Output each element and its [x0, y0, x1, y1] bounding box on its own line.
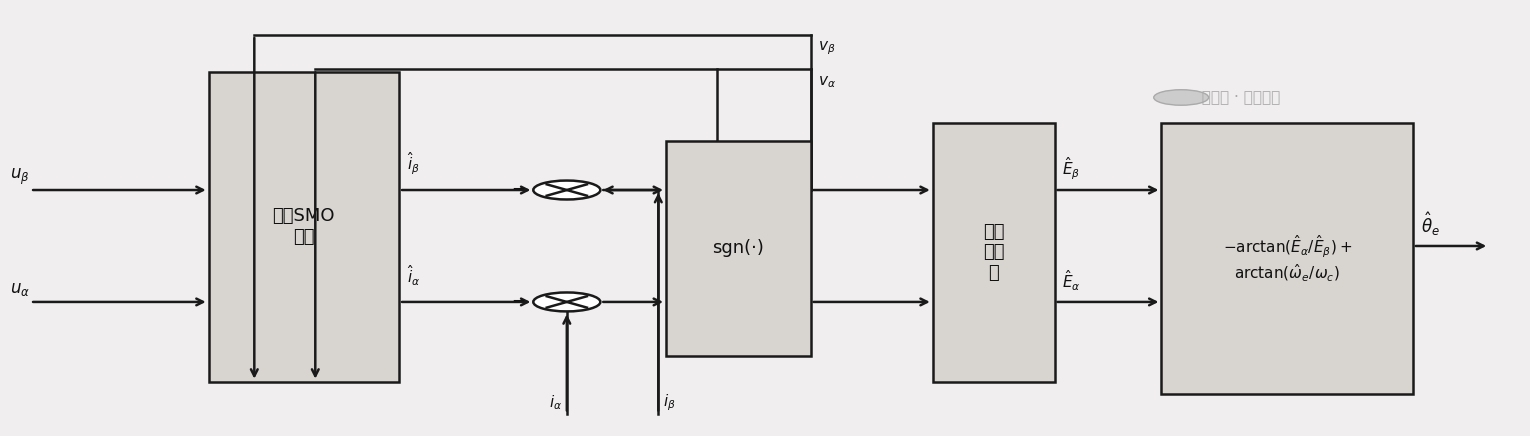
Text: sgn(·): sgn(·): [713, 239, 765, 257]
Circle shape: [534, 293, 600, 311]
Text: $\hat{E}_{\alpha}$: $\hat{E}_{\alpha}$: [1062, 268, 1080, 293]
Text: 公众号 · 西莫发布: 公众号 · 西莫发布: [1192, 90, 1281, 105]
Text: 低通
滤波
器: 低通 滤波 器: [982, 223, 1004, 282]
Text: $-\mathrm{arctan}(\hat{E}_{\alpha}/\hat{E}_{\beta})+$
$\mathrm{arctan}(\hat{\ome: $-\mathrm{arctan}(\hat{E}_{\alpha}/\hat{…: [1222, 233, 1351, 284]
Text: $\hat{i}_{\alpha}$: $\hat{i}_{\alpha}$: [407, 264, 421, 289]
Text: $-$: $-$: [511, 179, 525, 197]
Text: $i_{\beta}$: $i_{\beta}$: [662, 393, 676, 413]
Bar: [1161, 123, 1412, 395]
Text: $\hat{i}_{\beta}$: $\hat{i}_{\beta}$: [407, 151, 419, 177]
Bar: [666, 140, 811, 356]
Bar: [208, 72, 399, 382]
Text: $v_{\alpha}$: $v_{\alpha}$: [819, 75, 837, 90]
Text: $u_{\beta}$: $u_{\beta}$: [11, 167, 31, 187]
Bar: [933, 123, 1054, 382]
Text: $v_{\beta}$: $v_{\beta}$: [819, 39, 835, 57]
Text: $\hat{E}_{\beta}$: $\hat{E}_{\beta}$: [1062, 155, 1080, 182]
Text: $-$: $-$: [511, 291, 525, 309]
Text: $u_{\alpha}$: $u_{\alpha}$: [11, 280, 31, 298]
Circle shape: [1154, 90, 1209, 105]
Circle shape: [534, 181, 600, 200]
Text: $i_{\alpha}$: $i_{\alpha}$: [549, 394, 562, 412]
Text: $\hat{\theta}_e$: $\hat{\theta}_e$: [1420, 211, 1440, 238]
Text: 传统SMO
方法: 传统SMO 方法: [272, 207, 335, 246]
